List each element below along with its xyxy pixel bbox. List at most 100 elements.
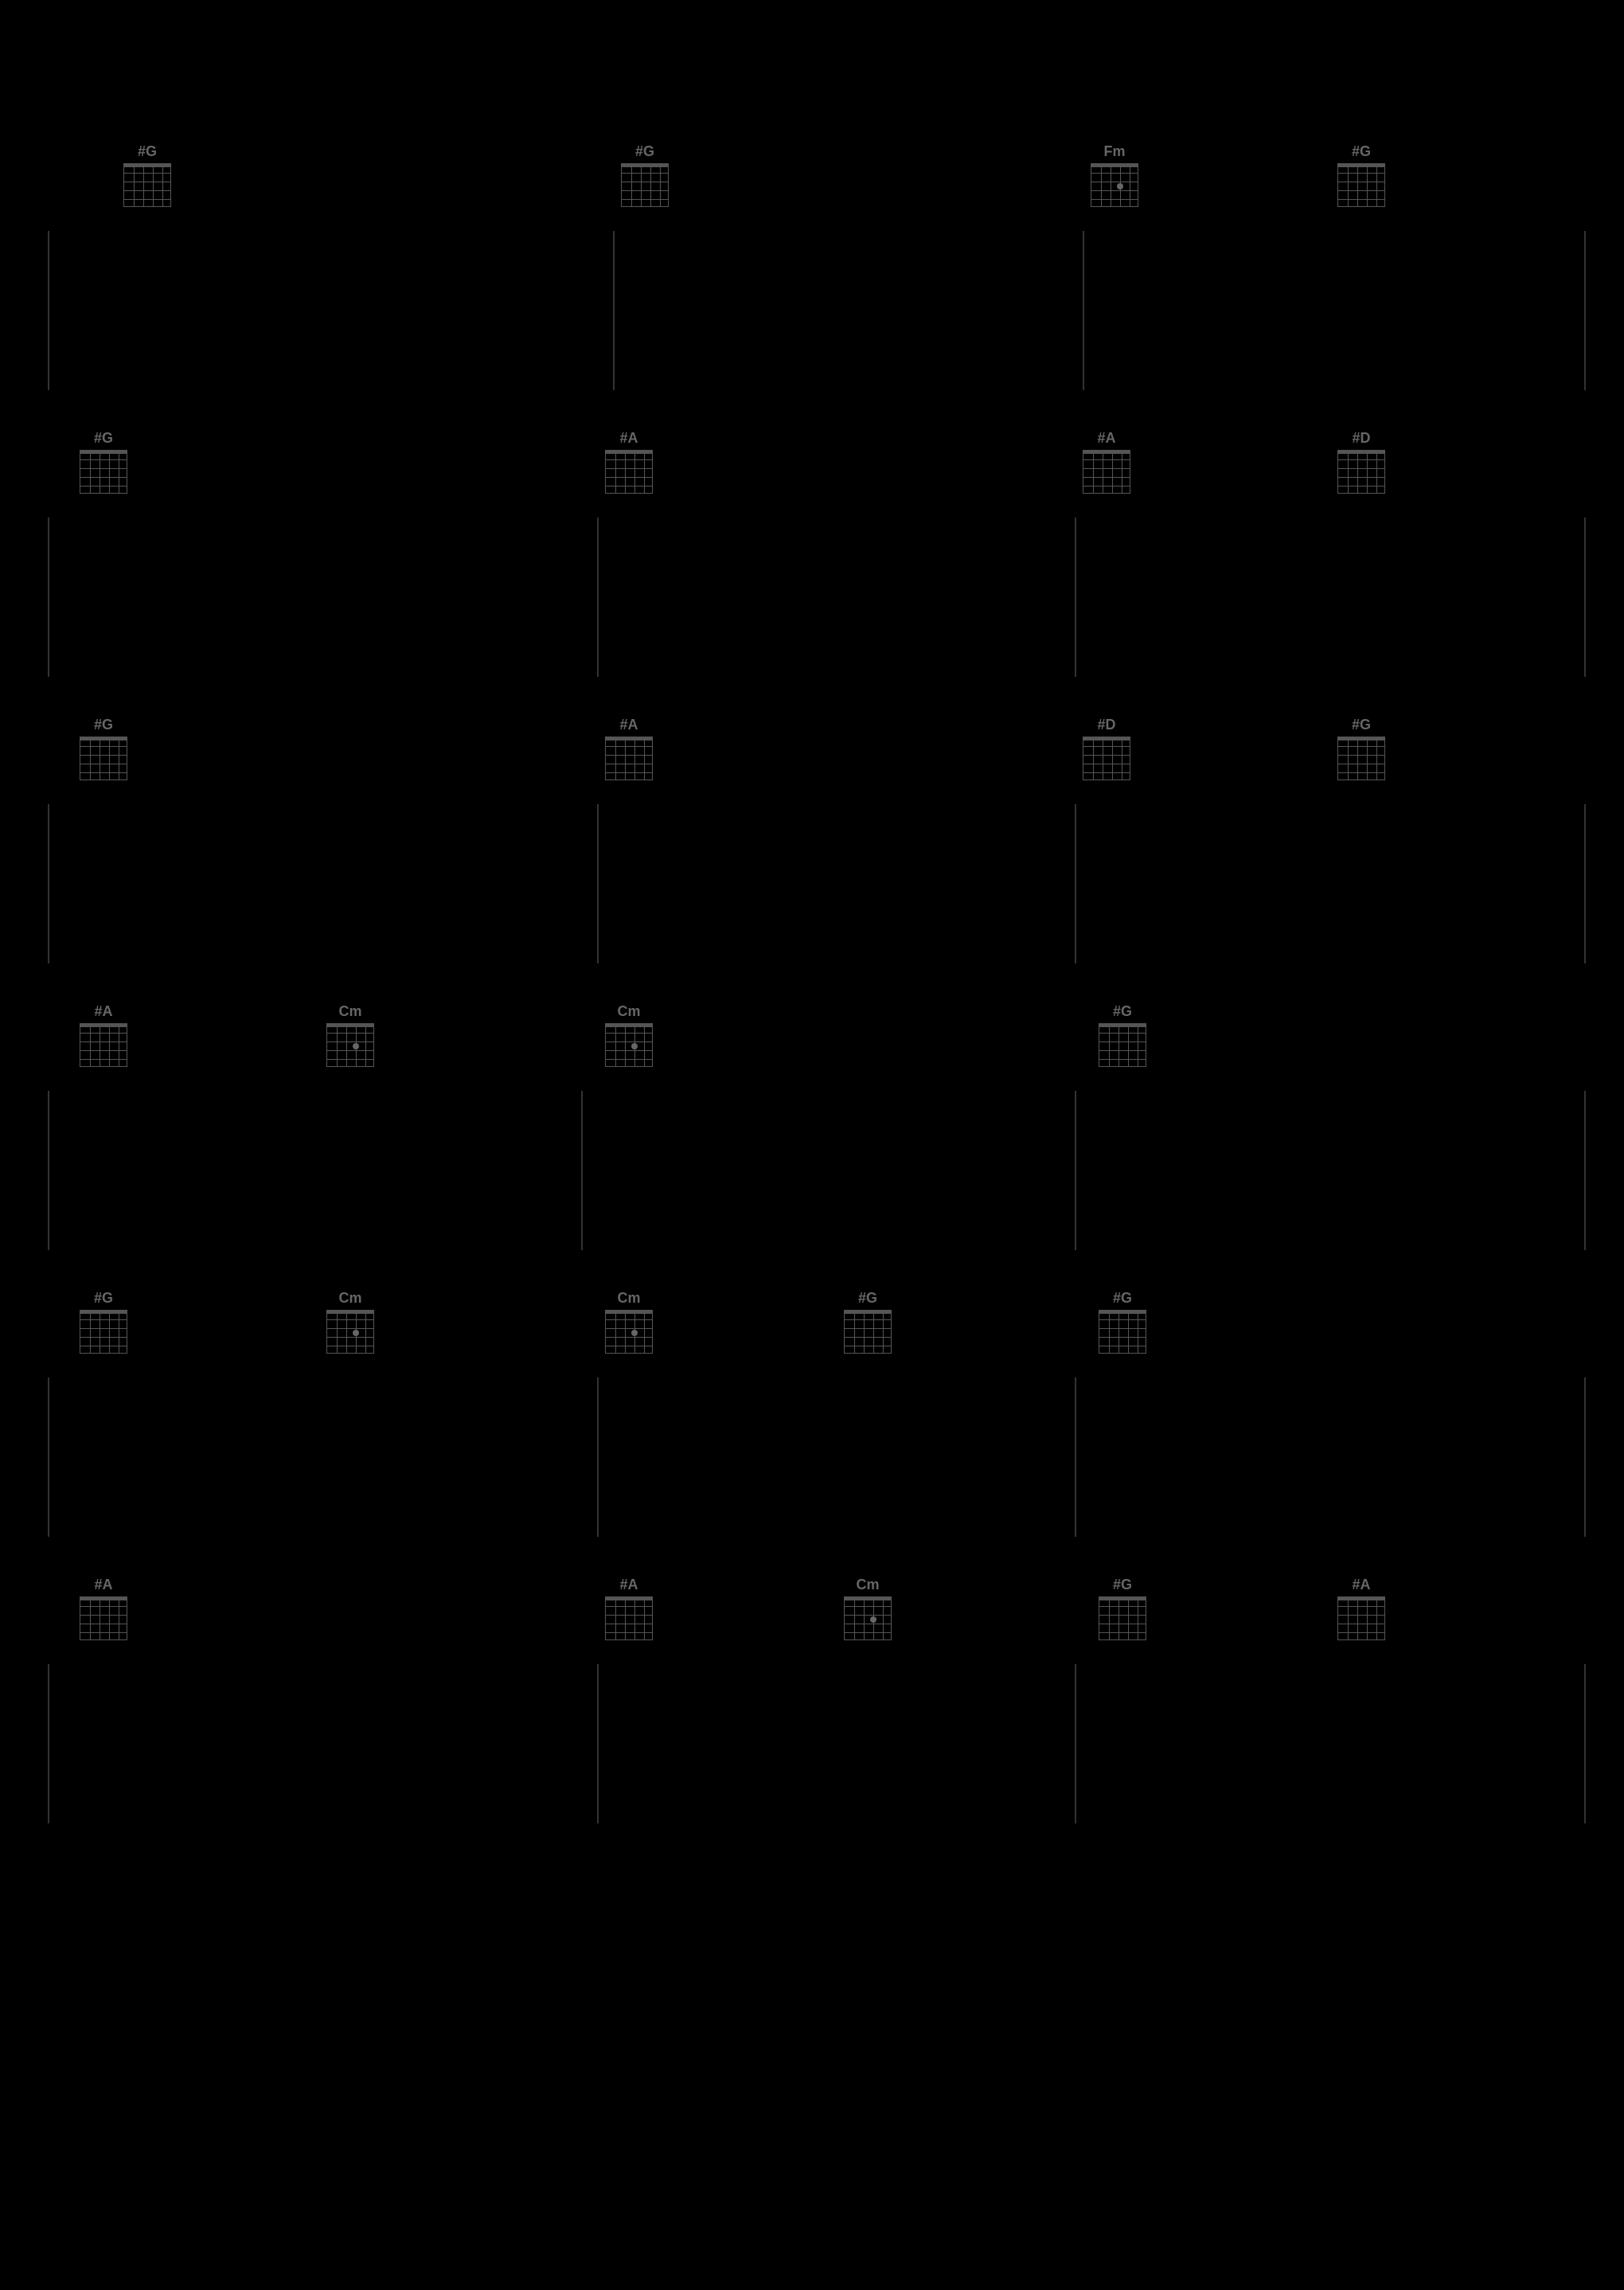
- chord-fretboard: [605, 1596, 653, 1640]
- chord-name: #A: [1329, 1577, 1393, 1593]
- chord-name: #A: [597, 717, 661, 733]
- chord-name: #A: [597, 430, 661, 447]
- chord-name: #A: [597, 1577, 661, 1593]
- barline: [1075, 1091, 1076, 1250]
- chord-name: Cm: [597, 1003, 661, 1020]
- chord-name: #A: [72, 1003, 135, 1020]
- chord-fretboard: [1099, 1310, 1146, 1354]
- chord-row: #A #A Cm #G #A: [24, 1577, 1600, 1656]
- chord-diagram: #A: [1329, 1577, 1393, 1640]
- guitar-tab-page: #G#GFm#G#G#A#A#D#G#A#D#G#ACmCm#G#GCmCm#G…: [0, 0, 1624, 2290]
- chord-name: #G: [72, 1290, 135, 1307]
- chord-name: #G: [1329, 143, 1393, 160]
- barline: [1584, 1664, 1586, 1823]
- barline: [597, 1664, 599, 1823]
- barline: [48, 1664, 49, 1823]
- chord-name: #G: [1091, 1577, 1154, 1593]
- chord-fretboard: [1099, 1023, 1146, 1067]
- chord-fretboard: [1083, 450, 1130, 494]
- chord-diagram: Cm: [836, 1577, 900, 1640]
- chord-fretboard: [844, 1310, 892, 1354]
- chord-diagram: #G: [115, 143, 179, 207]
- chord-diagram: #A: [597, 717, 661, 780]
- chord-diagram: #G: [1329, 717, 1393, 780]
- chord-name: #D: [1075, 717, 1138, 733]
- chord-name: #G: [613, 143, 677, 160]
- chord-fretboard: [605, 737, 653, 780]
- chord-diagram: Cm: [318, 1290, 382, 1354]
- barline: [1584, 518, 1586, 677]
- chord-row: #G #A #A #D: [24, 430, 1600, 510]
- chord-row: #G Cm Cm #G #G: [24, 1290, 1600, 1370]
- barline: [48, 231, 49, 390]
- barline: [613, 231, 615, 390]
- chord-name: Cm: [318, 1003, 382, 1020]
- barline: [597, 1378, 599, 1537]
- chord-diagram: #G: [613, 143, 677, 207]
- chord-name: Cm: [597, 1290, 661, 1307]
- chord-diagram: Cm: [318, 1003, 382, 1067]
- chord-fretboard: [326, 1310, 374, 1354]
- chord-fretboard: [621, 163, 669, 207]
- chord-diagram: #A: [72, 1577, 135, 1640]
- barline: [1584, 1378, 1586, 1537]
- barline: [597, 804, 599, 963]
- barline: [1083, 231, 1084, 390]
- chord-name: #G: [1329, 717, 1393, 733]
- chord-diagram: #G: [72, 430, 135, 494]
- chord-name: #G: [72, 717, 135, 733]
- barline: [48, 518, 49, 677]
- chord-diagram: Cm: [597, 1003, 661, 1067]
- staff-system: #G #A #A #D: [24, 430, 1600, 717]
- chord-fretboard: [80, 737, 127, 780]
- chord-row: #G #A #D #G: [24, 717, 1600, 796]
- chord-row: #G #G Fm #G: [24, 143, 1600, 223]
- chord-fretboard: [80, 1596, 127, 1640]
- chord-fretboard: [1337, 737, 1385, 780]
- chord-diagram: #G: [1329, 143, 1393, 207]
- chord-fretboard: [605, 450, 653, 494]
- barline: [1075, 1378, 1076, 1537]
- chord-diagram: #A: [597, 430, 661, 494]
- chord-diagram: #G: [72, 717, 135, 780]
- chord-name: Fm: [1083, 143, 1146, 160]
- barline: [48, 1378, 49, 1537]
- chord-diagram: #G: [1091, 1577, 1154, 1640]
- chord-fretboard: [1099, 1596, 1146, 1640]
- barline: [597, 518, 599, 677]
- chord-fretboard: [1337, 1596, 1385, 1640]
- chord-name: #G: [836, 1290, 900, 1307]
- staff-system: #G #A #D #G: [24, 717, 1600, 1003]
- chord-name: #A: [72, 1577, 135, 1593]
- chord-fretboard: [326, 1023, 374, 1067]
- tab-staff: [24, 231, 1600, 390]
- chord-fretboard: [1083, 737, 1130, 780]
- tab-staff: [24, 1378, 1600, 1537]
- chord-diagram: #A: [72, 1003, 135, 1067]
- chord-name: #A: [1075, 430, 1138, 447]
- staff-system: #G #G Fm #G: [24, 143, 1600, 430]
- chord-name: #D: [1329, 430, 1393, 447]
- chord-fretboard: [1337, 163, 1385, 207]
- chord-fretboard: [123, 163, 171, 207]
- chord-name: #G: [115, 143, 179, 160]
- staff-system: #A Cm Cm #G: [24, 1003, 1600, 1290]
- barline: [1075, 804, 1076, 963]
- chord-diagram: #A: [597, 1577, 661, 1640]
- chord-fretboard: [1091, 163, 1138, 207]
- chord-name: Cm: [318, 1290, 382, 1307]
- chord-diagram: #G: [836, 1290, 900, 1354]
- tab-staff: [24, 1664, 1600, 1823]
- chord-fretboard: [605, 1023, 653, 1067]
- chord-name: #G: [72, 430, 135, 447]
- chord-diagram: #G: [1091, 1290, 1154, 1354]
- staff-system: #A #A Cm #G #A: [24, 1577, 1600, 1863]
- tab-staff: [24, 1091, 1600, 1250]
- chord-name: #G: [1091, 1003, 1154, 1020]
- chord-name: Cm: [836, 1577, 900, 1593]
- chord-fretboard: [80, 450, 127, 494]
- chord-row: #A Cm Cm #G: [24, 1003, 1600, 1083]
- chord-diagram: Fm: [1083, 143, 1146, 207]
- chord-fretboard: [844, 1596, 892, 1640]
- chord-fretboard: [605, 1310, 653, 1354]
